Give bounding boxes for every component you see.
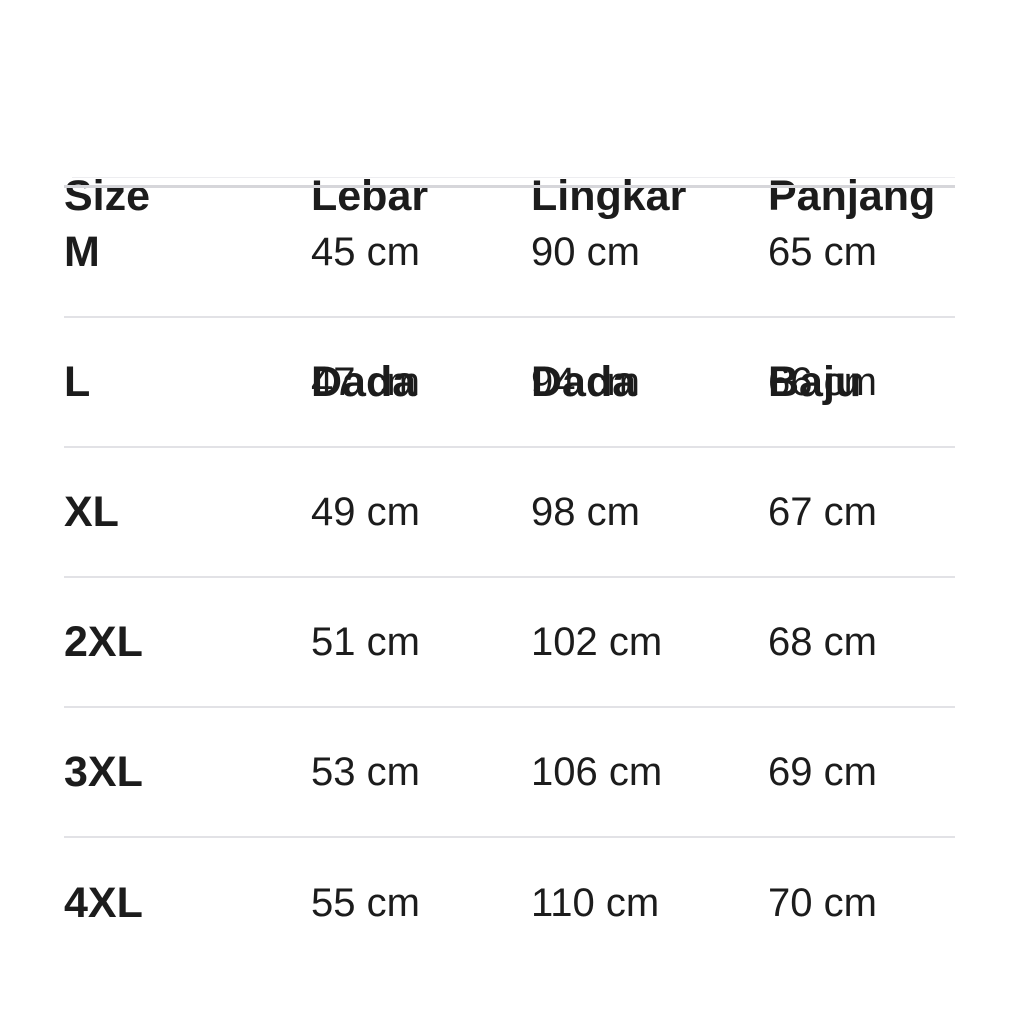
lebar-dada-value: 53 cm (311, 749, 420, 794)
table-row-2xl: 2XL 51 cm 102 cm 68 cm (64, 578, 955, 708)
size-chart-table: Size Lebar Dada Lingkar Dada Panjang Baj… (64, 0, 955, 968)
lebar-dada-value: 49 cm (311, 489, 420, 534)
size-label: XL (64, 487, 119, 536)
column-header-lingkar-dada-line1: Lingkar (531, 172, 687, 220)
panjang-baju-value: 70 cm (768, 880, 877, 925)
lebar-dada-value: 47 cm (311, 359, 420, 404)
column-header-panjang-baju-line2: Baju (768, 358, 862, 406)
header-divider-rule (64, 185, 955, 188)
header-divider-hairline (72, 177, 955, 178)
column-header-lingkar-dada-line2: Dada (531, 358, 637, 406)
panjang-baju-value: 69 cm (768, 749, 877, 794)
panjang-baju-value: 66 cm (768, 359, 877, 404)
column-header-lebar-dada-line2: Dada (311, 358, 417, 406)
table-row-l: L 47 cm 94 cm 66 cm (64, 318, 955, 448)
column-header-lebar-dada-line1: Lebar (311, 172, 429, 220)
lingkar-dada-value: 98 cm (531, 489, 640, 534)
size-label: 2XL (64, 617, 143, 666)
column-header-panjang-baju-line1: Panjang (768, 172, 936, 220)
lingkar-dada-value: 102 cm (531, 619, 663, 664)
column-header-size-line1: Size (64, 172, 151, 220)
lebar-dada-value: 51 cm (311, 619, 420, 664)
table-row-4xl: 4XL 55 cm 110 cm 70 cm (64, 838, 955, 968)
lebar-dada-value: 45 cm (311, 229, 420, 274)
panjang-baju-value: 67 cm (768, 489, 877, 534)
lingkar-dada-value: 94 cm (531, 359, 640, 404)
size-chart-header-row: Size Lebar Dada Lingkar Dada Panjang Baj… (64, 0, 955, 406)
table-row-m: M 45 cm 90 cm 65 cm (64, 188, 955, 318)
lingkar-dada-value: 90 cm (531, 229, 640, 274)
table-row-3xl: 3XL 53 cm 106 cm 69 cm (64, 708, 955, 838)
size-label: M (64, 227, 100, 276)
size-label: 3XL (64, 747, 143, 796)
size-label: L (64, 357, 91, 406)
panjang-baju-value: 65 cm (768, 229, 877, 274)
column-header-lebar-dada: Lebar Dada (311, 0, 531, 537)
panjang-baju-value: 68 cm (768, 619, 877, 664)
lingkar-dada-value: 106 cm (531, 749, 663, 794)
column-header-lingkar-dada: Lingkar Dada (531, 0, 768, 537)
lingkar-dada-value: 110 cm (531, 880, 660, 925)
column-header-panjang-baju: Panjang Baju (768, 0, 955, 537)
lebar-dada-value: 55 cm (311, 880, 420, 925)
table-row-xl: XL 49 cm 98 cm 67 cm (64, 448, 955, 578)
size-label: 4XL (64, 878, 143, 927)
column-header-size: Size (64, 0, 311, 537)
